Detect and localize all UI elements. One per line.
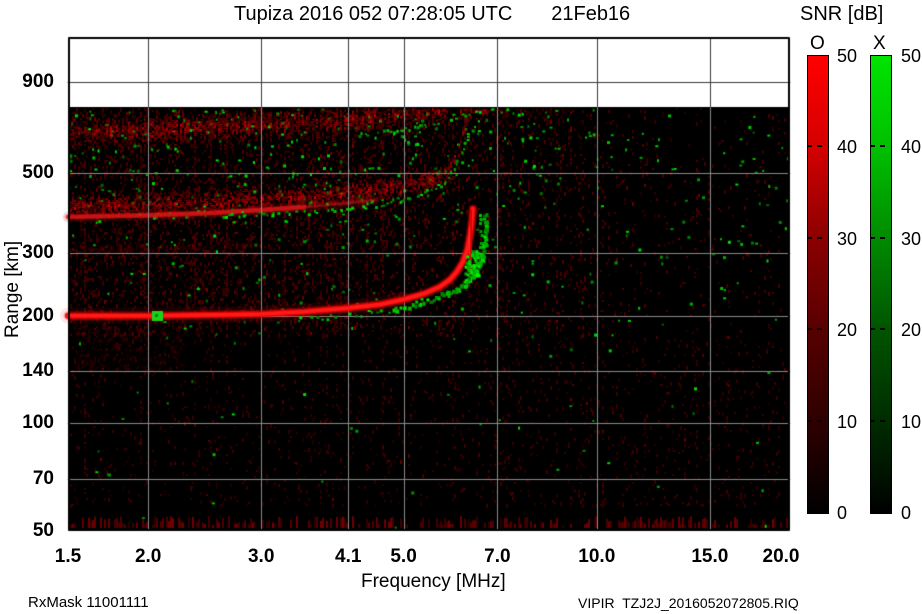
rx-mask-text: RxMask 11001111 (28, 594, 149, 611)
colorbar-o-tick-label: 50 (837, 46, 858, 66)
colorbar-o-tick-label: 30 (837, 228, 858, 249)
colorbar-tick-dash (870, 419, 890, 422)
y-tick-label: 100 (22, 412, 54, 434)
colorbar-x-tick-label: 20 (901, 320, 922, 341)
colorbar-x-tick-label: 10 (901, 411, 922, 432)
colorbar-tick-dash (807, 236, 827, 239)
y-tick-label: 200 (22, 304, 54, 326)
x-axis-label: Frequency [MHz] (361, 571, 506, 592)
colorbar-x-tick-label: 50 (901, 46, 922, 66)
colorbar-o-tick-label: 40 (837, 137, 858, 158)
x-tick-label: 10.0 (578, 546, 616, 567)
y-tick-label: 140 (22, 360, 54, 382)
x-tick-label: 5.0 (390, 546, 417, 567)
x-tick-label: 2.0 (134, 546, 162, 567)
colorbar-o-label: O (810, 33, 825, 54)
colorbar-tick-dash (870, 236, 890, 239)
colorbar-tick-dash (870, 145, 890, 148)
colorbar-tick-dash (807, 145, 827, 148)
x-tick-label: 1.5 (54, 546, 82, 567)
colorbar-x (870, 55, 892, 514)
x-tick-label: 20.0 (762, 546, 800, 567)
colorbar-o (807, 55, 829, 514)
y-tick-label: 500 (22, 162, 54, 184)
colorbar-x-label: X (873, 33, 886, 54)
y-tick-label: 300 (22, 241, 54, 263)
x-tick-label: 7.0 (484, 546, 511, 567)
y-tick-label: 50 (32, 520, 54, 541)
colorbar-x-tick-label: 0 (901, 503, 912, 523)
colorbar-o-tick-label: 0 (837, 503, 848, 523)
colorbar-x-tick-label: 30 (901, 228, 922, 249)
colorbar-o-tick-label: 20 (837, 320, 858, 341)
x-tick-label: 3.0 (247, 546, 275, 567)
colorbar-title: SNR [dB] (800, 3, 884, 25)
plot-title: Tupiza 2016 052 07:28:05 UTC 21Feb16 (234, 3, 631, 25)
y-tick-label: 900 (22, 71, 54, 92)
colorbar-tick-dash (807, 328, 827, 331)
y-tick-label: 70 (32, 467, 54, 489)
colorbar-x-tick-label: 40 (901, 137, 922, 158)
colorbar-tick-dash (870, 328, 890, 331)
colorbar-tick-dash (807, 419, 827, 422)
x-tick-label: 4.1 (335, 546, 362, 567)
colorbar-o-tick-label: 10 (837, 411, 858, 432)
x-tick-label: 15.0 (691, 546, 729, 567)
filename-text: VIPIR TZJ2J_2016052072805.RIQ (578, 595, 799, 611)
